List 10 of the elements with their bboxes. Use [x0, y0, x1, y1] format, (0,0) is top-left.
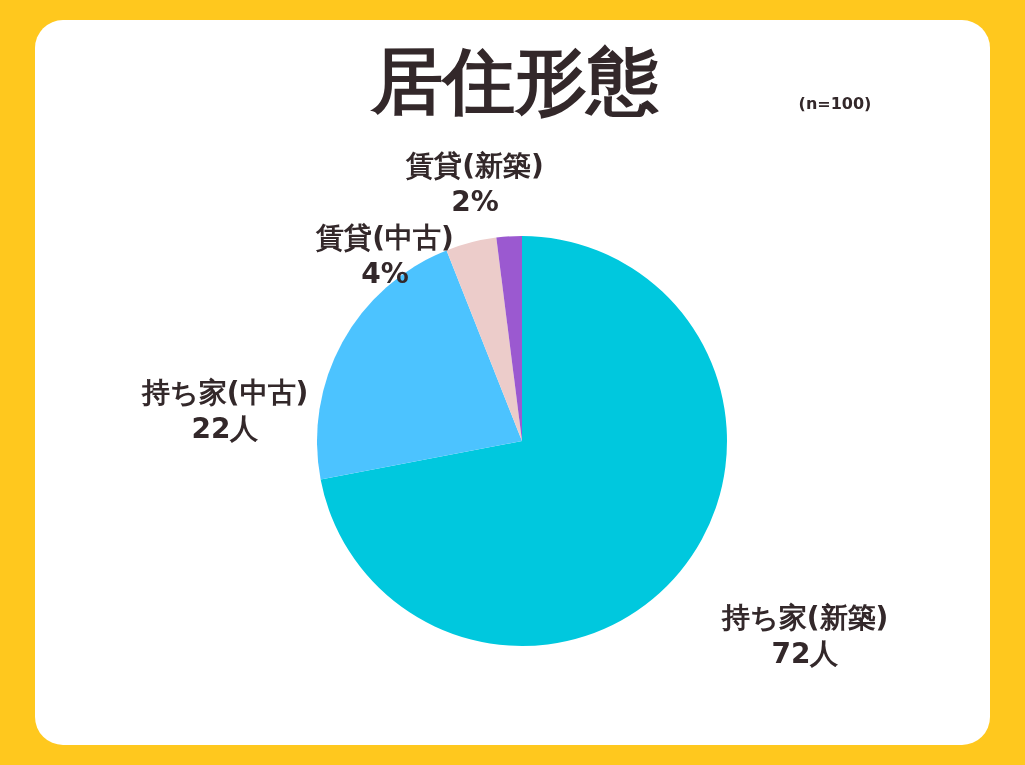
data-label: 72人 [771, 636, 840, 670]
slice-label: 持ち家(新築) [720, 600, 889, 634]
data-label: 22人 [191, 411, 260, 445]
slice-label: 賃貸(新築) [405, 148, 544, 182]
slice-label: 賃貸(中古) [315, 220, 454, 254]
data-label: 4% [361, 256, 409, 290]
slice-label: 持ち家(中古) [140, 375, 309, 409]
data-label: 2% [451, 184, 499, 218]
chart-subtitle: (n=100) [798, 93, 872, 113]
chart-title: 居住形態 [370, 39, 659, 123]
